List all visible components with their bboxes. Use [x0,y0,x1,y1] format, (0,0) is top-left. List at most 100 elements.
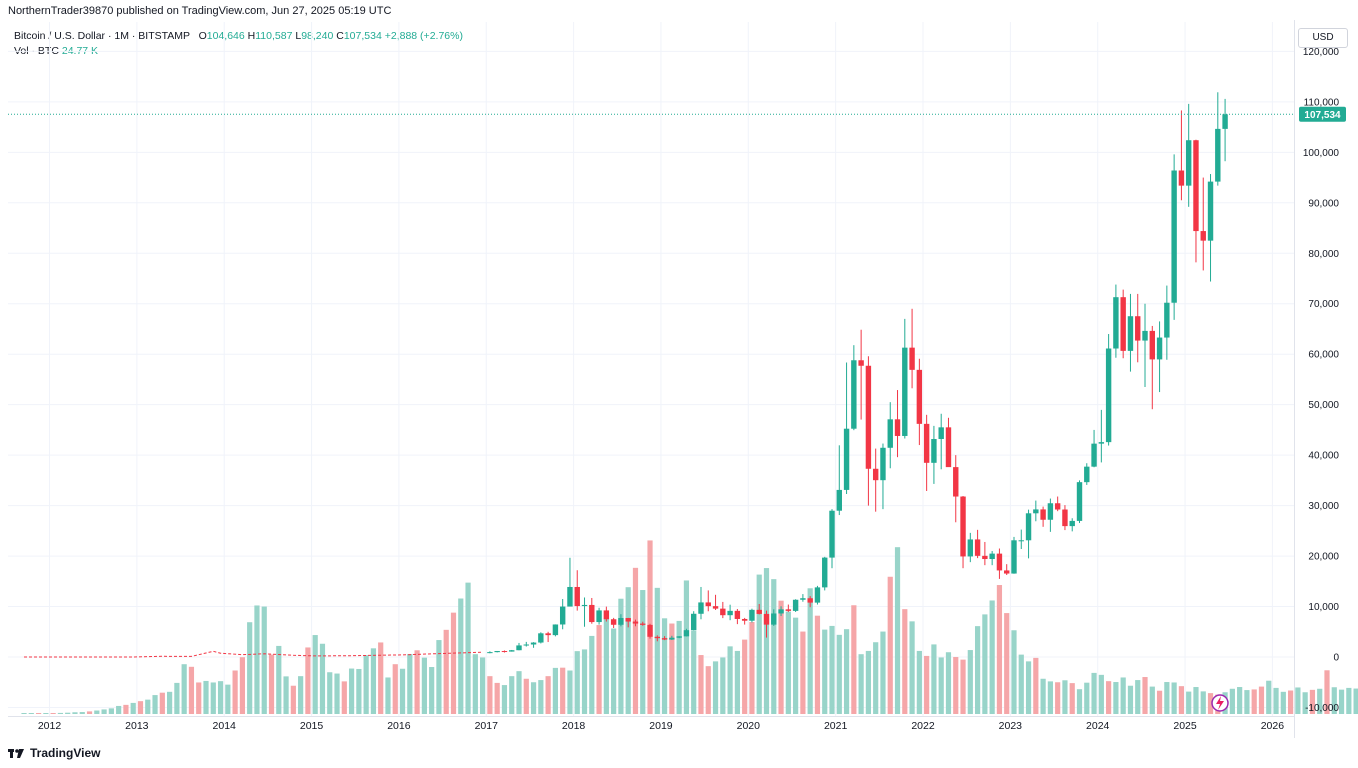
candle-body[interactable] [960,496,966,557]
candle-body[interactable] [996,553,1003,571]
candle-body[interactable] [654,636,661,639]
candle-body[interactable] [807,598,813,603]
candle-body[interactable] [494,651,500,653]
candle-body[interactable] [647,624,653,637]
candle-body[interactable] [1171,170,1177,303]
symbol-description[interactable]: Bitcoin / U.S. Dollar · 1M · BITSTAMP [14,30,190,42]
candle-body[interactable] [1069,520,1075,527]
candle-body[interactable] [559,606,566,625]
candle-body[interactable] [843,428,850,490]
candle-body[interactable] [712,606,719,609]
candle-body[interactable] [538,633,544,643]
candle-body[interactable] [1040,509,1046,520]
candle-body[interactable] [523,644,529,646]
candle-body[interactable] [1098,442,1105,444]
candle-body[interactable] [953,467,959,497]
candle-body[interactable] [1076,482,1083,521]
candle-body[interactable] [1149,330,1155,360]
candle-body[interactable] [1178,170,1185,186]
candle-body[interactable] [1164,302,1170,338]
candle-body[interactable] [1222,114,1228,129]
candle-body[interactable] [945,427,952,468]
candle-body[interactable] [574,586,580,607]
candle-body[interactable] [487,652,493,654]
candle-body[interactable] [683,630,690,637]
candle-body[interactable] [1185,140,1192,186]
candle-body[interactable] [967,539,974,557]
candle-body[interactable] [1091,443,1097,467]
candle-body[interactable] [741,618,748,621]
candle-body[interactable] [625,618,631,622]
candle-body[interactable] [829,510,835,558]
candle-body[interactable] [1004,570,1010,574]
candle-body[interactable] [1156,337,1163,360]
candle-body[interactable] [872,468,879,481]
candle-body[interactable] [938,427,944,439]
candle-body[interactable] [771,613,777,625]
candle-body[interactable] [676,636,682,638]
candle-body[interactable] [691,613,697,631]
candle-body[interactable] [603,610,610,620]
candle-body[interactable] [1207,181,1214,241]
candle-body[interactable] [589,604,595,623]
candle-body[interactable] [1054,503,1061,510]
candle-body[interactable] [836,489,842,511]
candle-body[interactable] [581,604,588,607]
candle-body[interactable] [851,360,857,429]
candle-body[interactable] [1193,140,1199,232]
candle-body[interactable] [509,650,515,652]
candle-body[interactable] [1047,503,1054,520]
candle-body[interactable] [923,423,930,463]
candle-body[interactable] [720,608,726,616]
candle-body[interactable] [1135,316,1141,341]
candle-body[interactable] [858,360,864,366]
candle-body[interactable] [545,633,551,636]
candle-body[interactable] [1025,513,1032,541]
candle-body[interactable] [632,621,639,624]
candle-body[interactable] [1200,231,1206,241]
candle-body[interactable] [1084,466,1090,483]
candle-body[interactable] [792,599,799,611]
candle-body[interactable] [1018,540,1024,542]
candle-body[interactable] [705,602,711,607]
candle-body[interactable] [778,609,784,614]
candle-body[interactable] [552,624,559,636]
candle-body[interactable] [734,610,741,619]
candle-body[interactable] [1127,316,1134,351]
candle-body[interactable] [669,637,675,640]
candle-body[interactable] [1105,348,1112,443]
candle-body[interactable] [902,347,908,436]
candle-body[interactable] [1062,509,1068,527]
candle-body[interactable] [640,623,646,625]
candle-body[interactable] [610,619,617,625]
candle-body[interactable] [1033,509,1039,514]
candle-body[interactable] [785,609,792,611]
candle-body[interactable] [596,610,602,623]
candle-body[interactable] [567,586,573,607]
candle-body[interactable] [822,557,828,588]
candle-body[interactable] [814,587,821,603]
candle-body[interactable] [661,638,668,640]
candle-body[interactable] [698,602,704,614]
candle-body[interactable] [1215,128,1221,182]
candle-body[interactable] [1113,297,1119,349]
candle-body[interactable] [989,553,995,560]
candle-body[interactable] [865,365,872,469]
candle-body[interactable] [763,613,770,625]
candle-body[interactable] [880,447,886,481]
candle-body[interactable] [530,642,537,645]
candle-body[interactable] [982,555,988,560]
candle-body[interactable] [887,419,893,448]
candle-body[interactable] [727,610,733,616]
candle-body[interactable] [1142,330,1148,341]
candle-body[interactable] [974,539,981,556]
candle-body[interactable] [756,609,762,614]
candle-body[interactable] [800,598,806,600]
candle-body[interactable] [909,347,915,370]
currency-button[interactable]: USD [1298,28,1348,48]
candle-body[interactable] [749,609,755,621]
candle-body[interactable] [516,645,522,651]
candle-body[interactable] [1120,297,1126,351]
candle-body[interactable] [501,651,508,653]
